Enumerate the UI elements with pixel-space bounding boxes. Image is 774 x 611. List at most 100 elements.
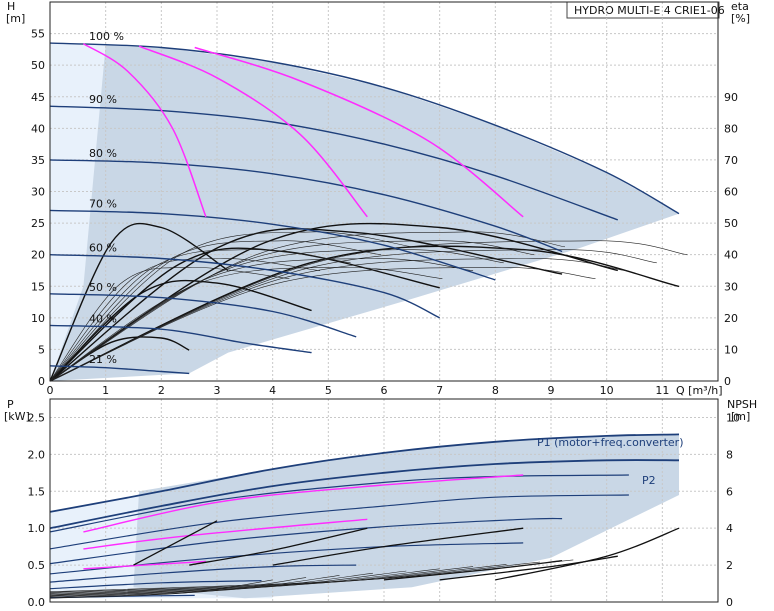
y-tick-label: 55 [31,28,45,41]
x-tick-label: 8 [492,384,499,397]
top-y2-axis-unit: [%] [731,12,750,25]
speed-curve-50 [49,293,357,338]
iso-efficiency-curve-2 [49,279,312,382]
thin-npsh-curve-5 [49,570,407,596]
npsh-tick-label: 4 [726,522,733,535]
npsh-tick-label: 0 [726,596,733,609]
x-tick-label: 2 [158,384,165,397]
top-y-axis-label: H [7,0,15,13]
operating-power-area [133,434,680,599]
thin-npsh-curve-6 [49,568,440,595]
npsh-curve-6 [495,527,680,581]
iso-efficiency-curve-5 [49,222,618,382]
speed-curve-80 [49,159,563,253]
p-tick-label: 2.5 [28,411,46,424]
thin-npsh-curve-10 [49,559,574,592]
thin-iso-curve-1 [49,266,290,382]
x-tick-label: 1 [102,384,109,397]
p-tick-label: 1.0 [28,522,46,535]
thin-npsh-curve-4 [49,572,373,597]
head-curve-panel: 100 %90 %80 %70 %60 %50 %40 %21 %0510152… [31,1,738,397]
efficiency-line-1 [83,43,207,218]
x-tick-label: 4 [269,384,276,397]
x-tick-label: 3 [214,384,221,397]
speed-curve-label: 100 % [89,30,124,43]
iso-efficiency-curve-3 [49,247,440,382]
speed-curve-label: 40 % [89,312,117,325]
efficiency-line-3 [194,46,524,218]
speed-curve-90 [49,105,619,221]
iso-efficiency-curve-7 [49,222,229,382]
x-tick-label: 10 [600,384,614,397]
eta-tick-label: 0 [724,375,731,388]
chart-title: HYDRO MULTI-E 4 CRIE1-06 [574,4,725,17]
eta-tick-label: 70 [724,154,738,167]
p2-series-label: P2 [642,474,656,487]
npsh-tick-label: 8 [726,448,733,461]
speed-curve-70 [49,209,496,281]
y-tick-label: 15 [31,280,45,293]
y-tick-label: 45 [31,91,45,104]
npsh-tick-label: 10 [726,411,740,424]
top-y-axis-unit: [m] [6,12,25,25]
y-tick-label: 30 [31,186,45,199]
power-efficiency-line-2 [83,518,368,550]
npsh-curve-3 [272,527,524,566]
power-speed-curve-6 [49,580,262,590]
speed-curve-label: 21 % [89,353,117,366]
top-plot-frame [49,1,719,382]
thin-iso-curve-4 [49,240,382,382]
y-tick-label: 40 [31,122,45,135]
x-axis-label: Q [m³/h] [676,384,723,397]
power-speed-curve-1 [49,474,629,533]
power-efficiency-line-3 [83,560,206,570]
speed-curve-21 [49,365,190,375]
npsh-tick-label: 2 [726,559,733,572]
thin-iso-curve-8 [49,249,504,382]
thin-iso-curve-10 [49,231,565,382]
top-y2-axis-label: eta [731,0,749,13]
iso-efficiency-curve-4 [49,228,563,382]
y-tick-label: 35 [31,154,45,167]
bottom-y2-axis-label: NPSH [727,398,757,411]
x-tick-label: 9 [548,384,555,397]
y-tick-label: 50 [31,59,45,72]
thin-npsh-curve-8 [49,564,507,594]
thin-iso-curve-2 [49,258,321,382]
power-speed-curve-5 [49,564,357,583]
power-curve-panel: 0.0 0.5 1.0 1.5 2.0 2.5 0 2 4 6 8 10 [28,398,740,609]
chart-title-box: HYDRO MULTI-E 4 CRIE1-06 [566,1,725,19]
speed-curve-40 [49,324,312,354]
speed-curve-60 [49,254,440,319]
eta-tick-label: 90 [724,91,738,104]
speed-curve-label: 80 % [89,147,117,160]
npsh-curve-2 [189,527,368,566]
p-tick-label: 1.5 [28,485,46,498]
speed-curve-label: 50 % [89,281,117,294]
x-tick-label: 0 [47,384,54,397]
p1-power-curve [49,433,680,513]
thin-iso-curve-6 [49,266,443,382]
power-speed-curve-2 [49,494,629,550]
y-tick-label: 10 [31,312,45,325]
eta-tick-label: 40 [724,249,738,262]
thin-iso-curve-14 [49,240,688,382]
eta-tick-label: 50 [724,217,738,230]
bottom-y-axis-unit: [kW] [4,410,30,423]
low-flow-area [50,43,106,381]
eta-tick-label: 30 [724,280,738,293]
y-tick-label: 25 [31,217,45,230]
bottom-y-axis-label: P [7,398,14,411]
p-tick-label: 2.0 [28,448,46,461]
bottom-plot-frame [49,398,719,603]
efficiency-line-2 [138,45,368,218]
eta-tick-label: 20 [724,312,738,325]
eta-tick-label: 60 [724,186,738,199]
y-tick-label: 20 [31,249,45,262]
power-efficiency-line-1 [83,474,524,533]
x-tick-label: 11 [655,384,669,397]
npsh-tick-label: 6 [726,485,733,498]
x-tick-label: 6 [381,384,388,397]
thin-npsh-curve-7 [49,566,474,595]
